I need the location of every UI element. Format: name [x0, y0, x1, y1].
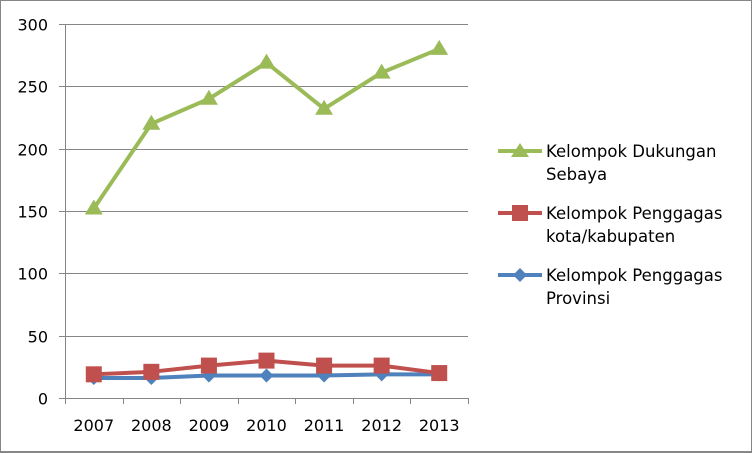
y-tick-label: 250: [17, 78, 48, 97]
triangle-marker-icon: [84, 199, 103, 215]
triangle-marker-icon: [142, 114, 161, 130]
axes: [59, 24, 469, 404]
legend-label-line1: Kelompok Dukungan: [546, 142, 717, 161]
square-marker-icon: [143, 363, 160, 380]
square-marker-icon: [431, 365, 448, 382]
legend-label-line2: kota/kabupaten: [546, 227, 676, 246]
y-tick-label: 100: [17, 265, 48, 284]
x-tick-label: 2009: [189, 416, 230, 435]
square-marker-icon: [498, 202, 542, 222]
x-tick-label: 2008: [131, 416, 172, 435]
data-series: [84, 39, 449, 386]
legend-label-line1: Kelompok Penggagas: [546, 266, 723, 285]
square-marker-icon: [258, 352, 275, 369]
triangle-marker-icon: [315, 99, 334, 115]
x-tick-label: 2007: [73, 416, 114, 435]
legend-item-penggagas-kota: Kelompok Penggagas kota/kabupaten: [498, 202, 748, 264]
y-tick-label: 200: [17, 141, 48, 160]
diamond-marker-icon: [259, 368, 274, 383]
series-diamond: [86, 367, 447, 386]
triangle-marker-icon: [498, 140, 542, 160]
y-tick-label: 50: [28, 328, 48, 347]
diamond-marker-icon: [498, 264, 542, 284]
triangle-marker-icon: [372, 63, 391, 79]
series-triangle: [84, 39, 449, 215]
triangle-marker-icon: [257, 53, 276, 69]
gridlines: [65, 24, 468, 337]
x-tick-label: 2010: [246, 416, 287, 435]
legend-label-line2: Sebaya: [546, 165, 608, 184]
x-tick-label: 2012: [361, 416, 402, 435]
square-marker-icon: [200, 357, 217, 374]
triangle-marker-icon: [199, 89, 218, 105]
x-tick-label: 2011: [304, 416, 345, 435]
y-tick-label: 300: [17, 16, 48, 35]
series-square: [85, 352, 448, 383]
square-marker-icon: [85, 366, 102, 383]
square-marker-icon: [316, 357, 333, 374]
x-tick-label: 2013: [419, 416, 460, 435]
legend: Kelompok Dukungan Sebaya Kelompok Pengga…: [498, 140, 748, 326]
legend-label-line2: Provinsi: [546, 289, 611, 308]
triangle-marker-icon: [430, 39, 449, 55]
y-tick-label: 0: [38, 390, 48, 409]
legend-label-line1: Kelompok Penggagas: [546, 204, 723, 223]
legend-item-penggagas-provinsi: Kelompok Penggagas Provinsi: [498, 264, 748, 326]
y-axis-tick-labels: 0 50 100 150 200 250 300: [17, 16, 48, 409]
legend-item-dukungan-sebaya: Kelompok Dukungan Sebaya: [498, 140, 748, 202]
y-tick-label: 150: [17, 203, 48, 222]
square-marker-icon: [373, 357, 390, 374]
x-axis-tick-labels: 2007 2008 2009 2010 2011 2012 2013: [73, 416, 459, 435]
